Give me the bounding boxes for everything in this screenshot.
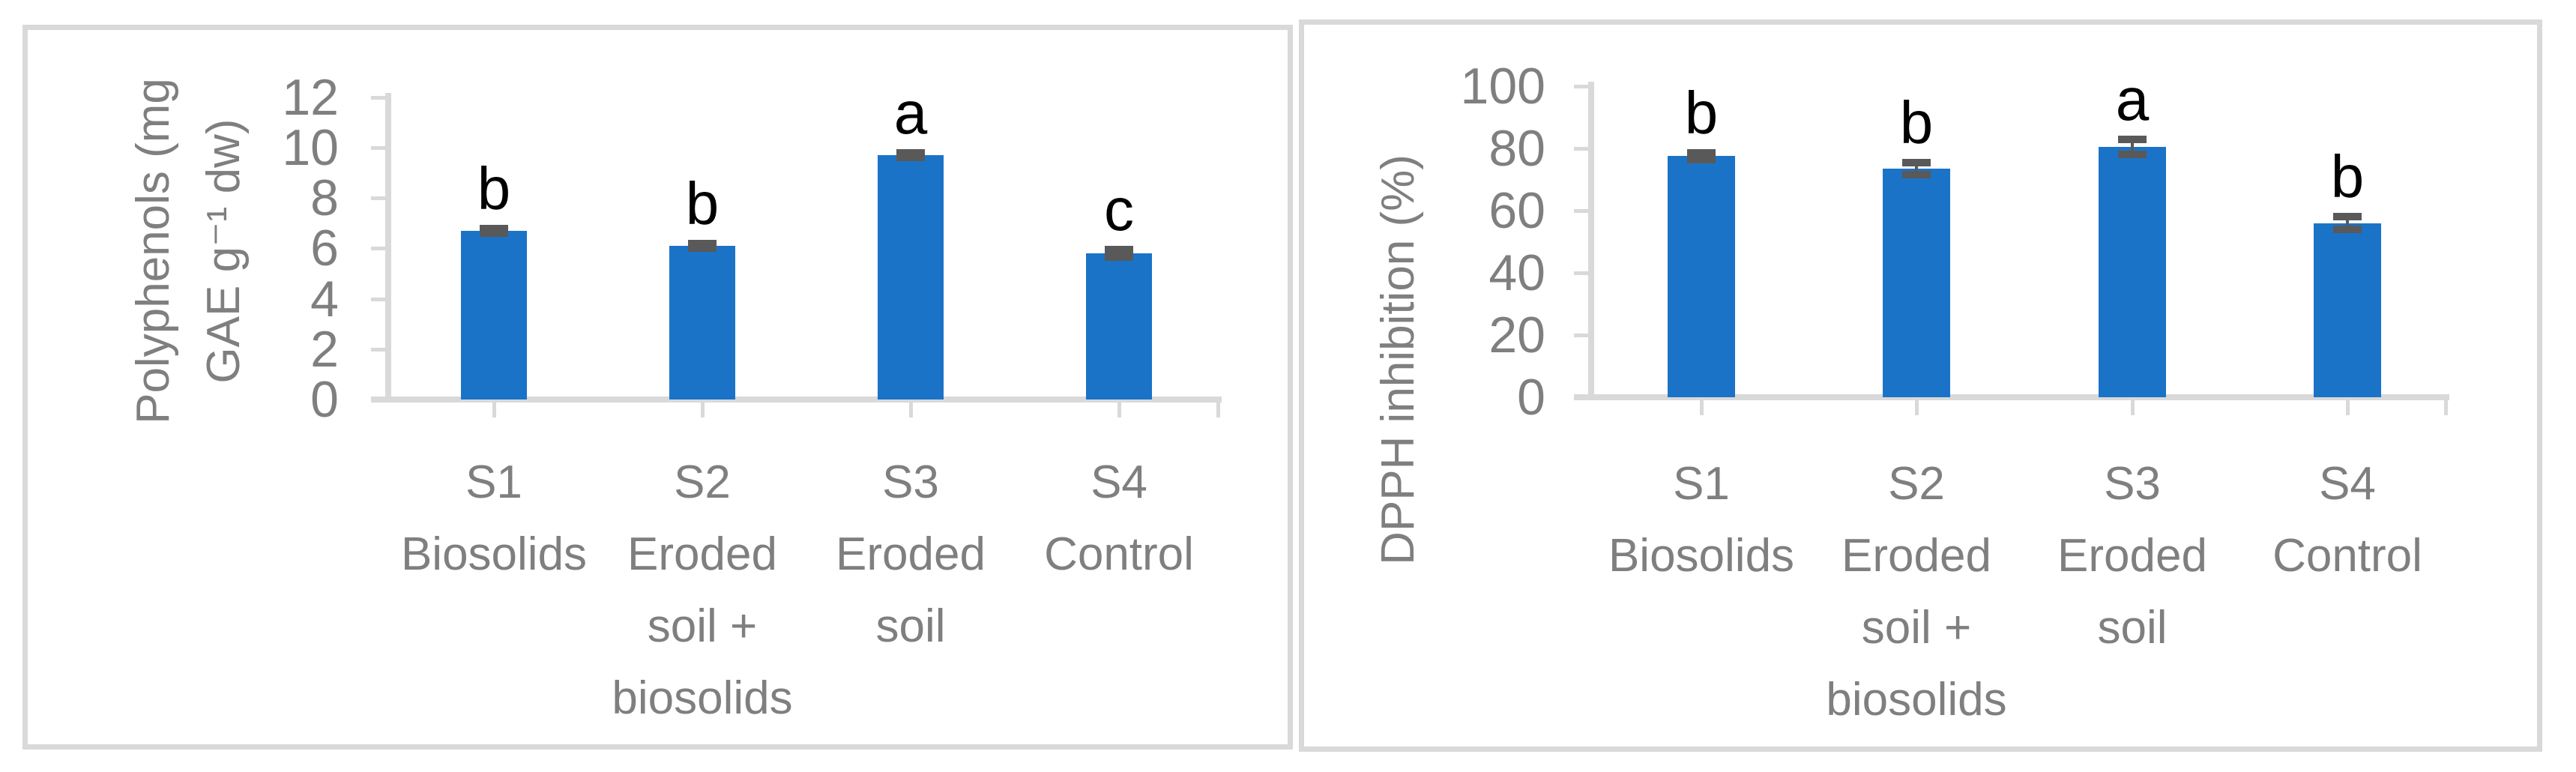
y-tick-label: 80 [1488, 120, 1545, 177]
y-axis-tick [371, 297, 385, 301]
x-category-label: S4 Control [1044, 456, 1194, 580]
y-tick-label: 12 [282, 68, 339, 126]
x-axis-tick [2444, 400, 2448, 415]
x-category-label: S3 Eroded soil [836, 456, 986, 652]
significance-letter: b [1899, 88, 1934, 156]
significance-letter: b [685, 169, 720, 237]
y-tick-label: 6 [310, 220, 339, 277]
error-bar-cap-top [480, 224, 508, 232]
x-category-label: S3 Eroded soil [2057, 458, 2207, 654]
bar [1668, 156, 1735, 397]
y-tick-label: 10 [282, 119, 339, 176]
x-axis-tick [492, 402, 496, 417]
x-axis-tick [2346, 400, 2350, 415]
x-axis-tick [909, 402, 913, 417]
x-axis-tick [1117, 402, 1121, 417]
significance-letter: b [2330, 143, 2365, 211]
x-category-label: S4 Control [2272, 458, 2422, 582]
x-axis-tick [1915, 400, 1919, 415]
x-axis-tick [1700, 400, 1704, 415]
y-axis-line [385, 92, 391, 402]
error-bar-cap-top [1687, 149, 1716, 157]
y-axis-tick [371, 196, 385, 201]
error-bar-whisker [1117, 250, 1120, 258]
error-bar-whisker [2346, 217, 2349, 229]
error-bar-cap-top [688, 239, 717, 247]
error-bar-whisker [1915, 162, 1918, 175]
error-bar-cap-bottom [2333, 225, 2362, 233]
bar [669, 246, 735, 399]
y-axis-tick [1574, 271, 1588, 275]
y-axis-tick [371, 146, 385, 150]
x-category-label: S2 Eroded soil + biosolids [612, 456, 793, 724]
x-axis-line [371, 396, 1222, 402]
bar [2099, 146, 2166, 397]
y-axis-tick [371, 95, 385, 100]
y-tick-label: 4 [310, 270, 339, 328]
error-bar-cap-bottom [688, 244, 717, 253]
x-axis-tick [1216, 402, 1220, 417]
error-bar-cap-bottom [2118, 151, 2147, 159]
y-tick-label: 8 [310, 169, 339, 227]
error-bar-cap-bottom [896, 154, 925, 162]
y-tick-label: 0 [310, 371, 339, 428]
error-bar-whisker [2131, 139, 2134, 155]
left-chart-panel [22, 25, 1293, 750]
y-tick-label: 40 [1488, 244, 1545, 301]
y-axis-line [1588, 82, 1594, 400]
error-bar-cap-top [2333, 213, 2362, 221]
x-axis-line [1574, 394, 2449, 400]
error-bar-cap-bottom [480, 229, 508, 238]
error-bar-cap-top [2118, 135, 2147, 143]
error-bar-cap-top [896, 148, 925, 157]
error-bar-cap-top [1902, 158, 1931, 166]
y-tick-label: 100 [1460, 58, 1545, 115]
y-axis-tick [1574, 334, 1588, 337]
y-tick-label: 60 [1488, 182, 1545, 239]
bar [461, 230, 527, 399]
significance-letter: b [477, 154, 511, 222]
x-axis-tick [701, 402, 705, 417]
significance-letter: a [893, 79, 928, 146]
bar [2314, 223, 2381, 397]
y-tick-label: 20 [1488, 307, 1545, 364]
y-axis-tick [371, 347, 385, 352]
error-bar-cap-bottom [1687, 155, 1716, 163]
error-bar-cap-bottom [1902, 171, 1931, 179]
significance-letter: c [1104, 176, 1134, 244]
y-axis-tick [1574, 85, 1588, 88]
significance-letter: b [1684, 79, 1719, 147]
x-axis-tick [2131, 400, 2135, 415]
bar [1086, 253, 1152, 399]
y-axis-tick [1574, 147, 1588, 151]
y-tick-label: 0 [1517, 369, 1545, 426]
significance-letter: a [2115, 65, 2150, 133]
y-axis-tick [1574, 209, 1588, 213]
x-category-label: S2 Eroded soil + biosolids [1826, 458, 2007, 726]
x-category-label: S1 Biosolids [1608, 458, 1795, 582]
bar [878, 155, 944, 399]
x-category-label: S1 Biosolids [400, 456, 588, 580]
error-bar-cap-bottom [1105, 253, 1133, 262]
error-bar-cap-top [1105, 246, 1133, 254]
y-tick-label: 2 [310, 320, 339, 378]
bar [1883, 168, 1950, 397]
y-axis-tick [371, 247, 385, 251]
